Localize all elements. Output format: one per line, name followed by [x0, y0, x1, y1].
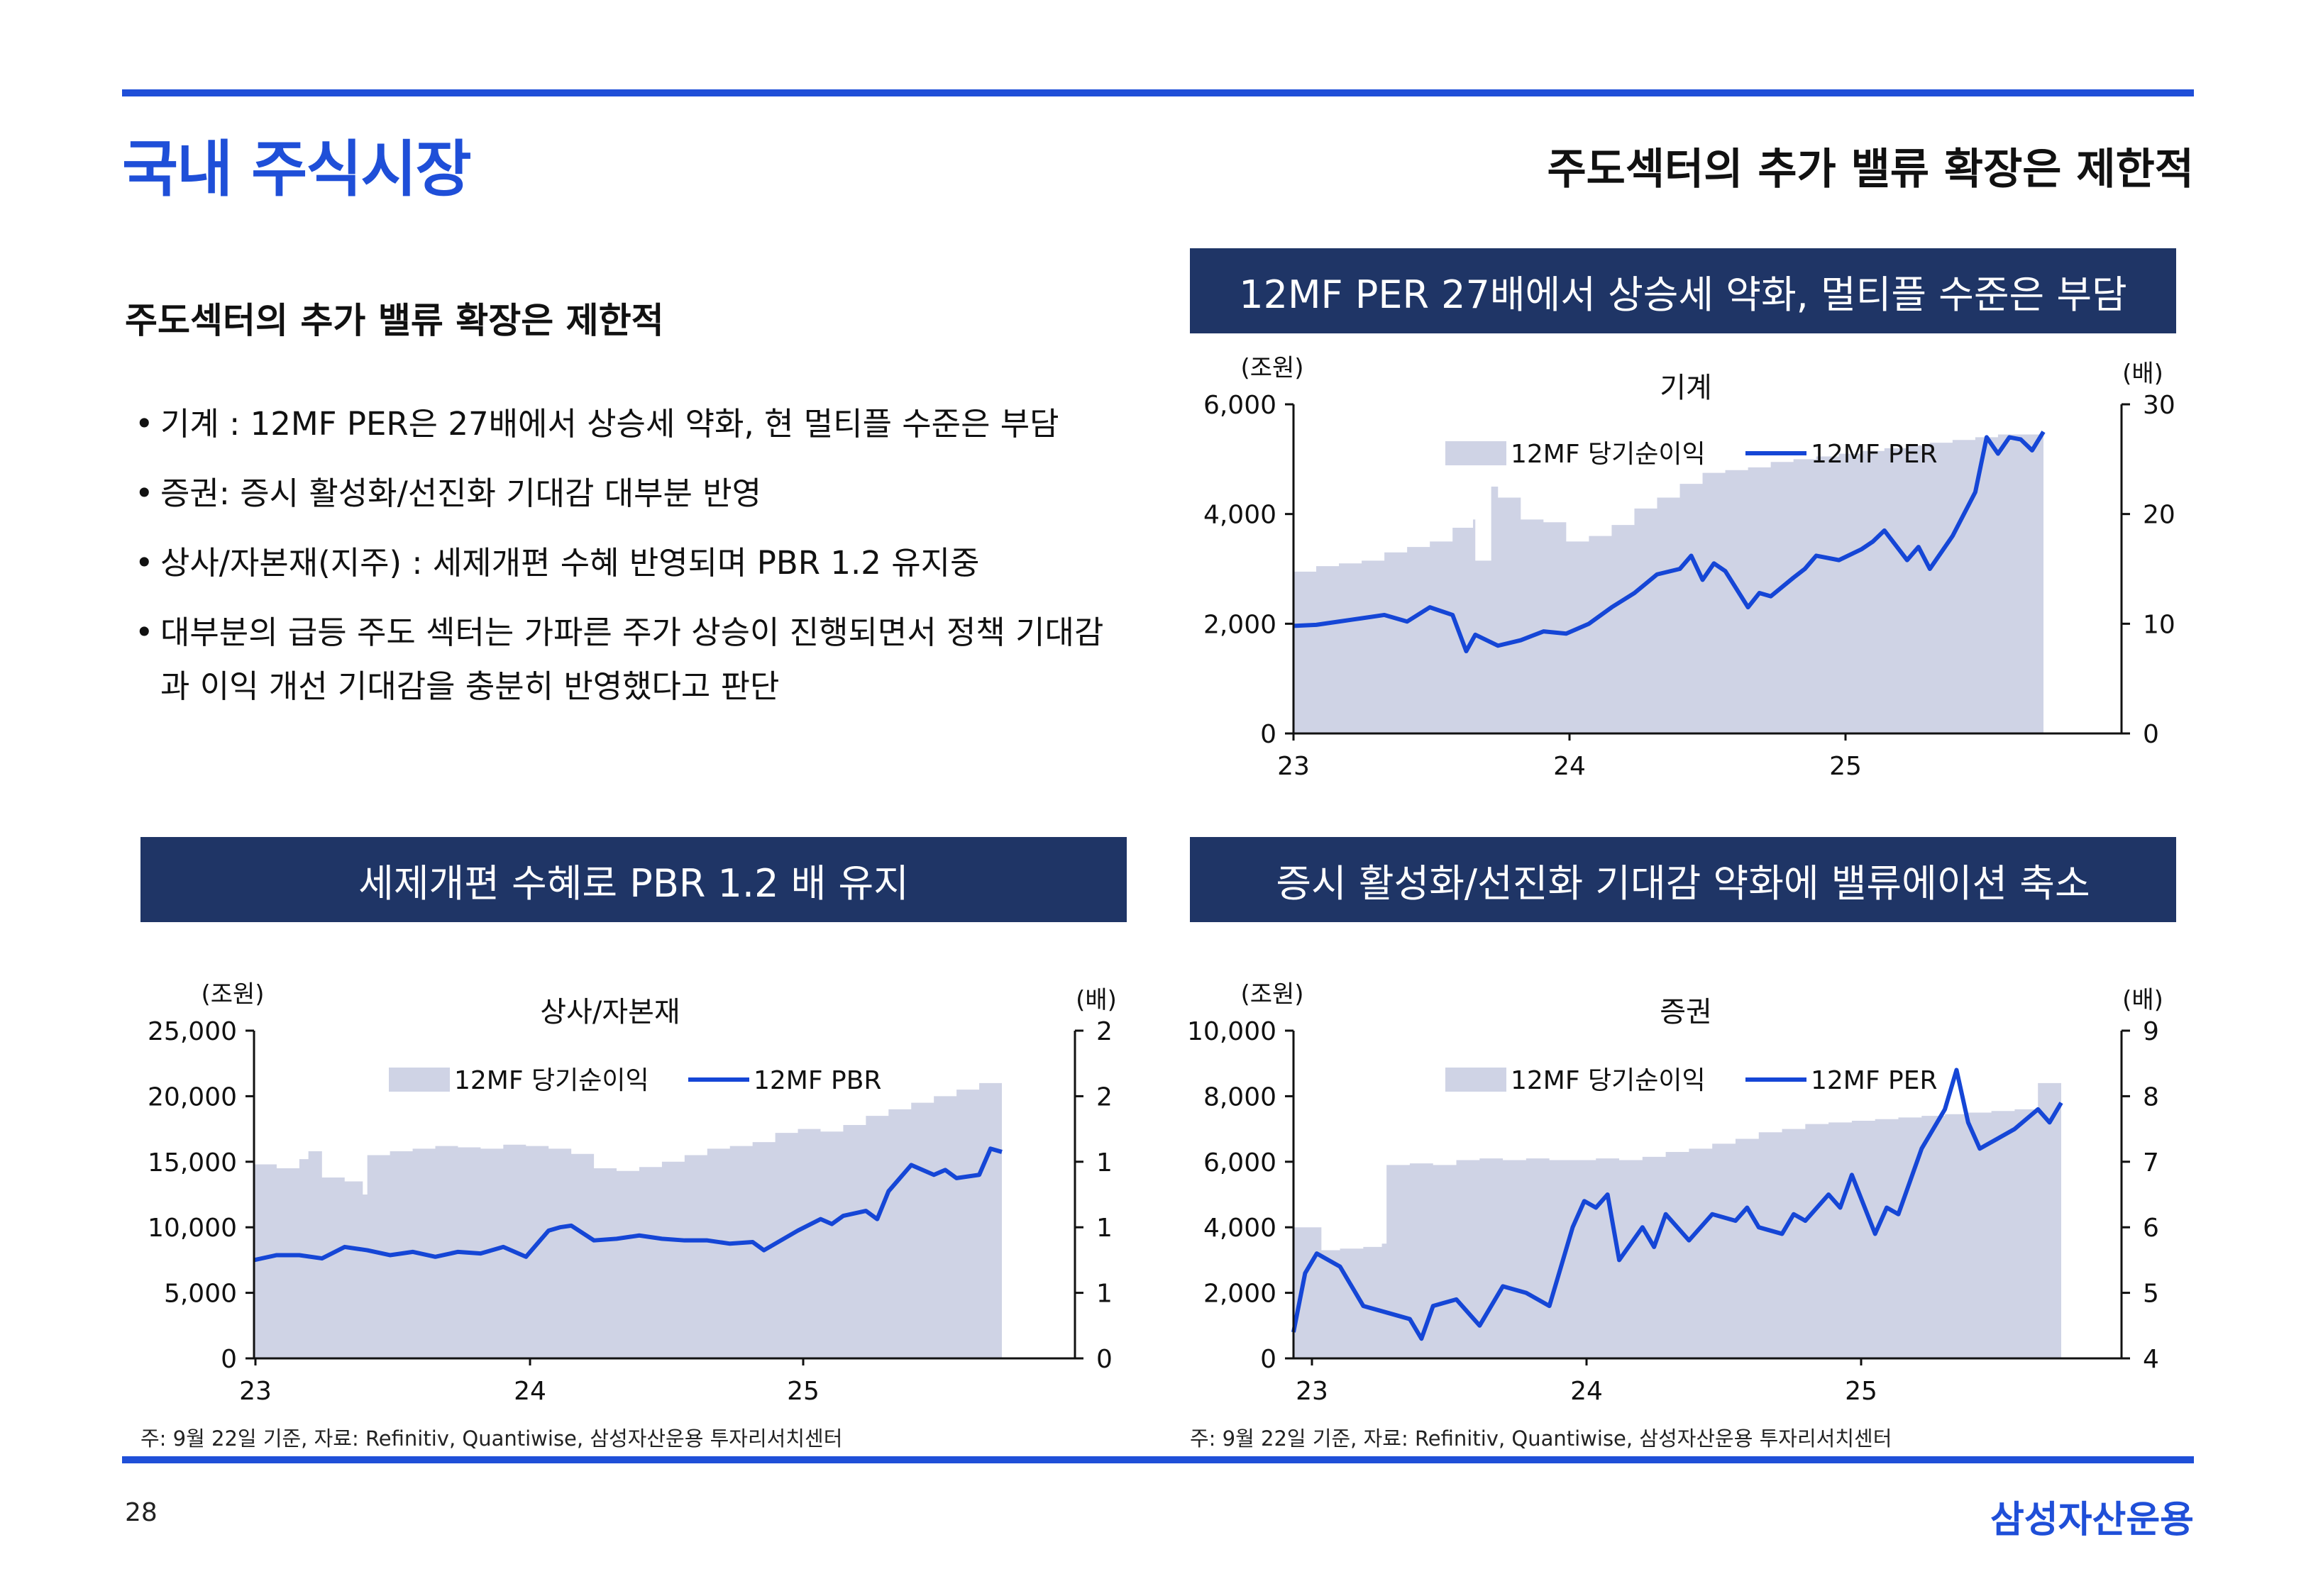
- source-note-left: 주: 9월 22일 기준, 자료: Refinitiv, Quantiwise,…: [140, 1426, 843, 1451]
- line-series-1: [253, 1146, 1003, 1263]
- x-tick-label: 23: [239, 1377, 272, 1406]
- banner-securities: 증시 활성화/선진화 기대감 약화에 밸류에이션 축소: [1190, 837, 2176, 922]
- right-tick-label: 10: [2143, 610, 2175, 639]
- left-unit-label: (조원): [1240, 980, 1303, 1009]
- bullet-item: 상사/자본재(지주) : 세제개편 수혜 반영되며 PBR 1.2 유지중: [135, 536, 1128, 590]
- header-subtitle: 주도섹터의 추가 밸류 확장은 제한적: [1547, 145, 2194, 194]
- right-tick-label: 6: [2143, 1214, 2159, 1243]
- x-tick-label: 24: [1570, 1377, 1603, 1406]
- right-unit-label: (배): [1076, 986, 1117, 1014]
- right-tick-label: 5: [2143, 1280, 2159, 1309]
- source-note-right: 주: 9월 22일 기준, 자료: Refinitiv, Quantiwise,…: [1190, 1426, 1892, 1451]
- chart-title: 증권: [1660, 996, 1712, 1029]
- page-number: 28: [125, 1498, 158, 1527]
- x-tick-label: 25: [1829, 752, 1862, 781]
- right-tick-label: 20: [2143, 501, 2175, 530]
- chart-title: 기계: [1660, 372, 1712, 404]
- right-tick-label: 0: [2143, 720, 2159, 749]
- right-tick-label: 30: [2143, 391, 2175, 420]
- banner-machinery: 12MF PER 27배에서 상승세 약화, 멀티플 수준은 부담: [1190, 248, 2176, 333]
- area-series-0: [1293, 434, 2043, 733]
- x-tick-label: 23: [1296, 1377, 1328, 1406]
- section-heading: 주도섹터의 추가 밸류 확장은 제한적: [125, 300, 664, 341]
- left-tick-label: 10,000: [1187, 1017, 1276, 1046]
- bullet-list: 기계 : 12MF PER은 27배에서 상승세 약화, 현 멀티플 수준은 부…: [135, 397, 1128, 729]
- banner-trading: 세제개편 수혜로 PBR 1.2 배 유지: [140, 837, 1127, 922]
- left-tick-label: 5,000: [164, 1280, 237, 1309]
- brand-logo: 삼성자산운용: [1990, 1499, 2194, 1541]
- right-unit-label: (배): [2122, 986, 2163, 1014]
- legend-area-swatch: [389, 1068, 450, 1092]
- right-tick-label: 1: [1096, 1148, 1113, 1177]
- x-tick-label: 25: [787, 1377, 820, 1406]
- right-tick-label: 4: [2143, 1345, 2159, 1374]
- left-tick-label: 10,000: [148, 1214, 237, 1243]
- legend-area-label: 12MF 당기순이익: [1511, 440, 1706, 469]
- x-tick-label: 24: [1553, 752, 1586, 781]
- left-unit-label: (조원): [1240, 354, 1303, 382]
- x-tick-label: 25: [1845, 1377, 1877, 1406]
- left-tick-label: 6,000: [1203, 391, 1276, 420]
- right-tick-label: 9: [2143, 1017, 2159, 1046]
- left-tick-label: 6,000: [1203, 1148, 1276, 1177]
- left-tick-label: 4,000: [1203, 1214, 1276, 1243]
- right-tick-label: 0: [1096, 1345, 1113, 1374]
- right-tick-label: 7: [2143, 1148, 2159, 1177]
- right-tick-label: 2: [1096, 1017, 1113, 1046]
- bottom-rule: [122, 1456, 2194, 1463]
- legend-area-label: 12MF 당기순이익: [1511, 1066, 1706, 1095]
- left-tick-label: 0: [1260, 1345, 1276, 1374]
- legend-line-label: 12MF PER: [1811, 440, 1938, 469]
- line-series-2: [1291, 1068, 2063, 1341]
- right-unit-label: (배): [2122, 360, 2163, 388]
- legend-area-label: 12MF 당기순이익: [454, 1066, 649, 1095]
- right-tick-label: 1: [1096, 1214, 1113, 1243]
- bullet-item: 대부분의 급등 주도 섹터는 가파른 주가 상승이 진행되면서 정책 기대감과 …: [135, 606, 1128, 714]
- left-tick-label: 8,000: [1203, 1082, 1276, 1112]
- x-tick-label: 23: [1277, 752, 1310, 781]
- right-tick-label: 8: [2143, 1082, 2159, 1112]
- bullet-item: 증권: 증시 활성화/선진화 기대감 대부분 반영: [135, 467, 1128, 521]
- left-tick-label: 2,000: [1203, 610, 1276, 639]
- right-tick-label: 2: [1096, 1082, 1113, 1112]
- left-tick-label: 0: [221, 1345, 237, 1374]
- bullet-item: 기계 : 12MF PER은 27배에서 상승세 약화, 현 멀티플 수준은 부…: [135, 397, 1128, 451]
- left-tick-label: 25,000: [148, 1017, 237, 1046]
- left-tick-label: 4,000: [1203, 501, 1276, 530]
- chart-title: 상사/자본재: [540, 996, 680, 1029]
- top-rule: [122, 89, 2194, 96]
- left-tick-label: 2,000: [1203, 1280, 1276, 1309]
- left-unit-label: (조원): [201, 980, 264, 1009]
- area-series-1: [254, 1076, 1002, 1358]
- left-tick-label: 15,000: [148, 1148, 237, 1177]
- left-tick-label: 0: [1260, 720, 1276, 749]
- x-tick-label: 24: [514, 1377, 546, 1406]
- legend-area-swatch: [1445, 441, 1506, 465]
- right-tick-label: 1: [1096, 1280, 1113, 1309]
- legend-line-label: 12MF PBR: [754, 1066, 881, 1095]
- legend-area-swatch: [1445, 1068, 1506, 1092]
- page-title: 국내 주식시장: [122, 134, 472, 205]
- left-tick-label: 20,000: [148, 1082, 237, 1112]
- legend-line-label: 12MF PER: [1811, 1066, 1938, 1095]
- line-series-0: [1293, 431, 2046, 653]
- area-series-2: [1293, 1082, 2061, 1358]
